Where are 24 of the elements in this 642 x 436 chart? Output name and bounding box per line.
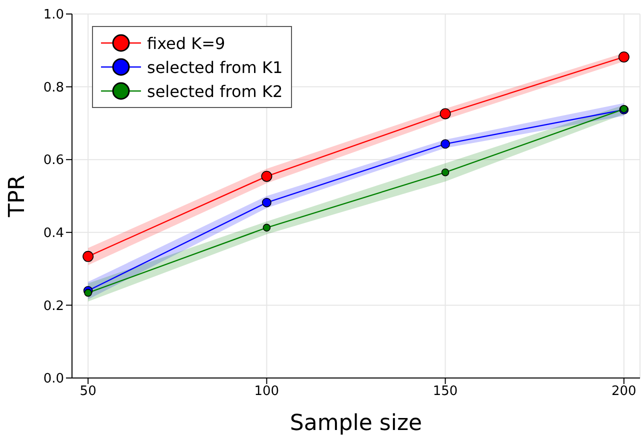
x-tick-label: 100 [254,384,280,400]
point [261,170,272,182]
y-tick-label: 0.2 [43,298,64,314]
point [441,168,450,176]
x-tick-label: 50 [80,384,96,400]
legend-label: selected from K1 [147,58,283,76]
y-tick-label: 0.8 [43,80,64,96]
y-tick-label: 0.4 [43,226,64,242]
x-tick-label: 150 [432,384,458,400]
point [82,250,94,262]
point [262,224,271,232]
point [618,51,630,62]
point [440,139,450,149]
y-tick-label: 1.0 [43,8,64,23]
y-axis-title: TPR [4,175,30,218]
x-tick-label: 200 [612,384,636,400]
point [440,108,451,120]
point [262,198,272,208]
y-tick-label: 0.6 [43,153,64,168]
point [84,288,92,297]
x-axis-title: Sample size [290,411,422,436]
legend-label: selected from K2 [147,82,283,100]
legend-label: fixed K=9 [147,34,226,52]
y-tick-label: 0.0 [43,372,64,387]
